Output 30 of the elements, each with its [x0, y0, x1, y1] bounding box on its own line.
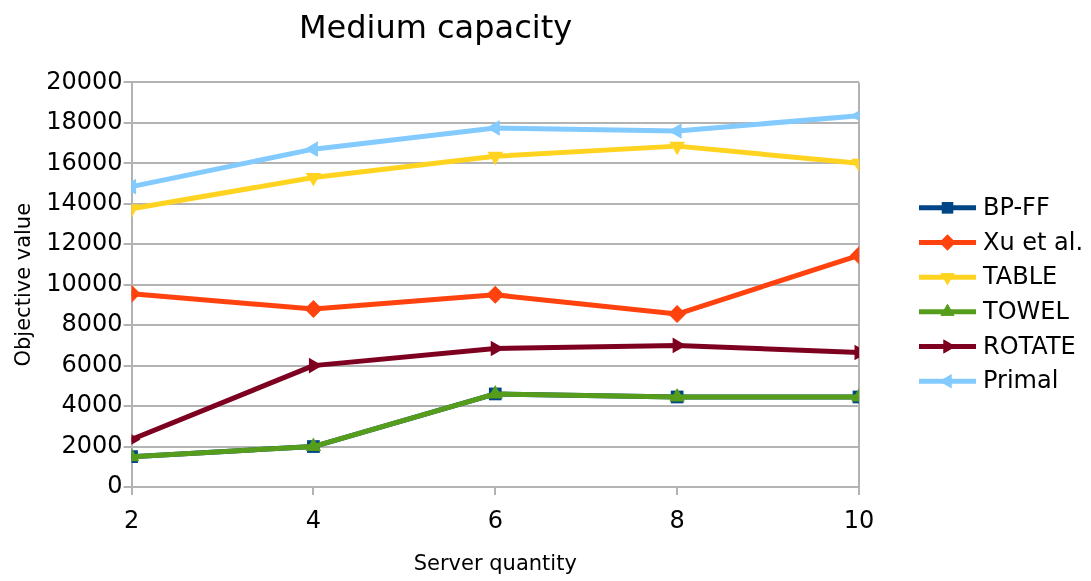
- y-tick-label: 12000: [46, 228, 123, 257]
- chart-title: Medium capacity: [298, 7, 573, 46]
- x-tick-label: 4: [305, 505, 322, 534]
- point: [304, 299, 323, 318]
- y-tick-label: 2000: [61, 430, 123, 459]
- legend-label: Primal: [983, 366, 1059, 395]
- legend-label: TABLE: [982, 262, 1058, 291]
- point: [305, 172, 322, 187]
- point: [486, 285, 505, 304]
- x-tick-label: 6: [487, 505, 503, 534]
- x-tick-label: 10: [843, 505, 875, 534]
- legend-label: ROTATE: [983, 331, 1076, 360]
- point: [487, 151, 504, 166]
- point: [669, 141, 685, 156]
- y-tick-label: 6000: [61, 349, 123, 378]
- y-tick-label: 16000: [46, 147, 123, 176]
- y-tick-label: 8000: [61, 309, 123, 338]
- y-tick-label: 18000: [46, 107, 123, 136]
- y-axis-title: Objective value: [11, 202, 36, 367]
- legend-label: Xu et al.: [983, 227, 1084, 256]
- x-tick-label: 2: [123, 505, 140, 534]
- y-tick-label: 20000: [46, 66, 123, 95]
- y-tick-label: 14000: [46, 188, 123, 217]
- x-axis-title: Server quantity: [413, 550, 577, 575]
- x-tick-label: 8: [669, 505, 685, 534]
- y-tick-label: 10000: [46, 268, 123, 297]
- legend-label: TOWEL: [982, 297, 1070, 326]
- legend-label: BP-FF: [983, 192, 1050, 221]
- y-tick-label: 4000: [61, 390, 123, 419]
- y-tick-label: 0: [107, 471, 123, 500]
